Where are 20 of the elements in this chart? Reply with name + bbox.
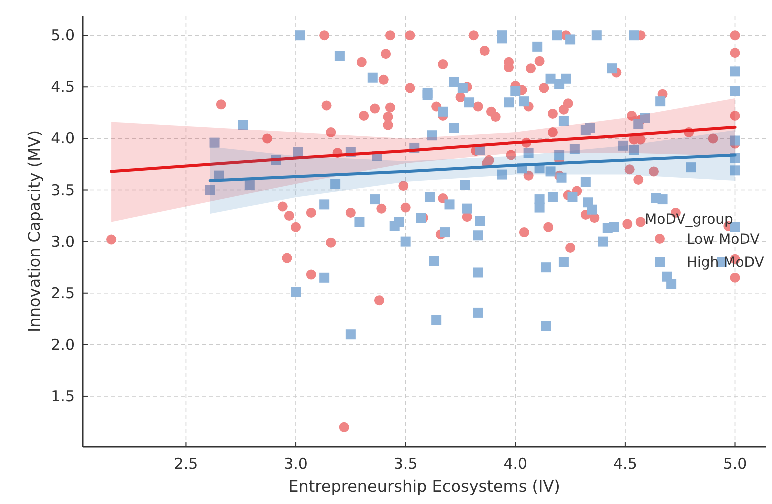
y-tick-label: 4.0 xyxy=(51,130,75,148)
x-tick-label: 3.0 xyxy=(284,455,308,473)
y-tick-label: 2.0 xyxy=(51,336,75,354)
y-tick-label: 5.0 xyxy=(51,26,75,45)
y-tick-label: 3.5 xyxy=(51,181,75,200)
x-tick-label: 4.0 xyxy=(504,455,528,473)
y-tick-label: 3.0 xyxy=(51,232,75,251)
y-tick-label: 1.5 xyxy=(51,387,75,406)
y-tick-label: 4.5 xyxy=(51,78,75,96)
legend-label: Low MoDV xyxy=(687,232,760,248)
x-axis-title: Entrepreneurship Ecosystems (IV) xyxy=(288,477,560,496)
y-tick-label: 2.5 xyxy=(51,284,75,302)
x-tick-label: 5.0 xyxy=(723,455,748,473)
x-tick-label: 3.5 xyxy=(394,455,418,473)
y-axis-title: Innovation Capacity (MV) xyxy=(25,130,44,333)
x-tick-label: 2.5 xyxy=(174,455,198,473)
legend-label: High MoDV xyxy=(687,255,765,271)
x-tick-label: 4.5 xyxy=(614,455,638,473)
legend-title: MoDV_group xyxy=(645,212,734,228)
line-series xyxy=(110,126,737,174)
